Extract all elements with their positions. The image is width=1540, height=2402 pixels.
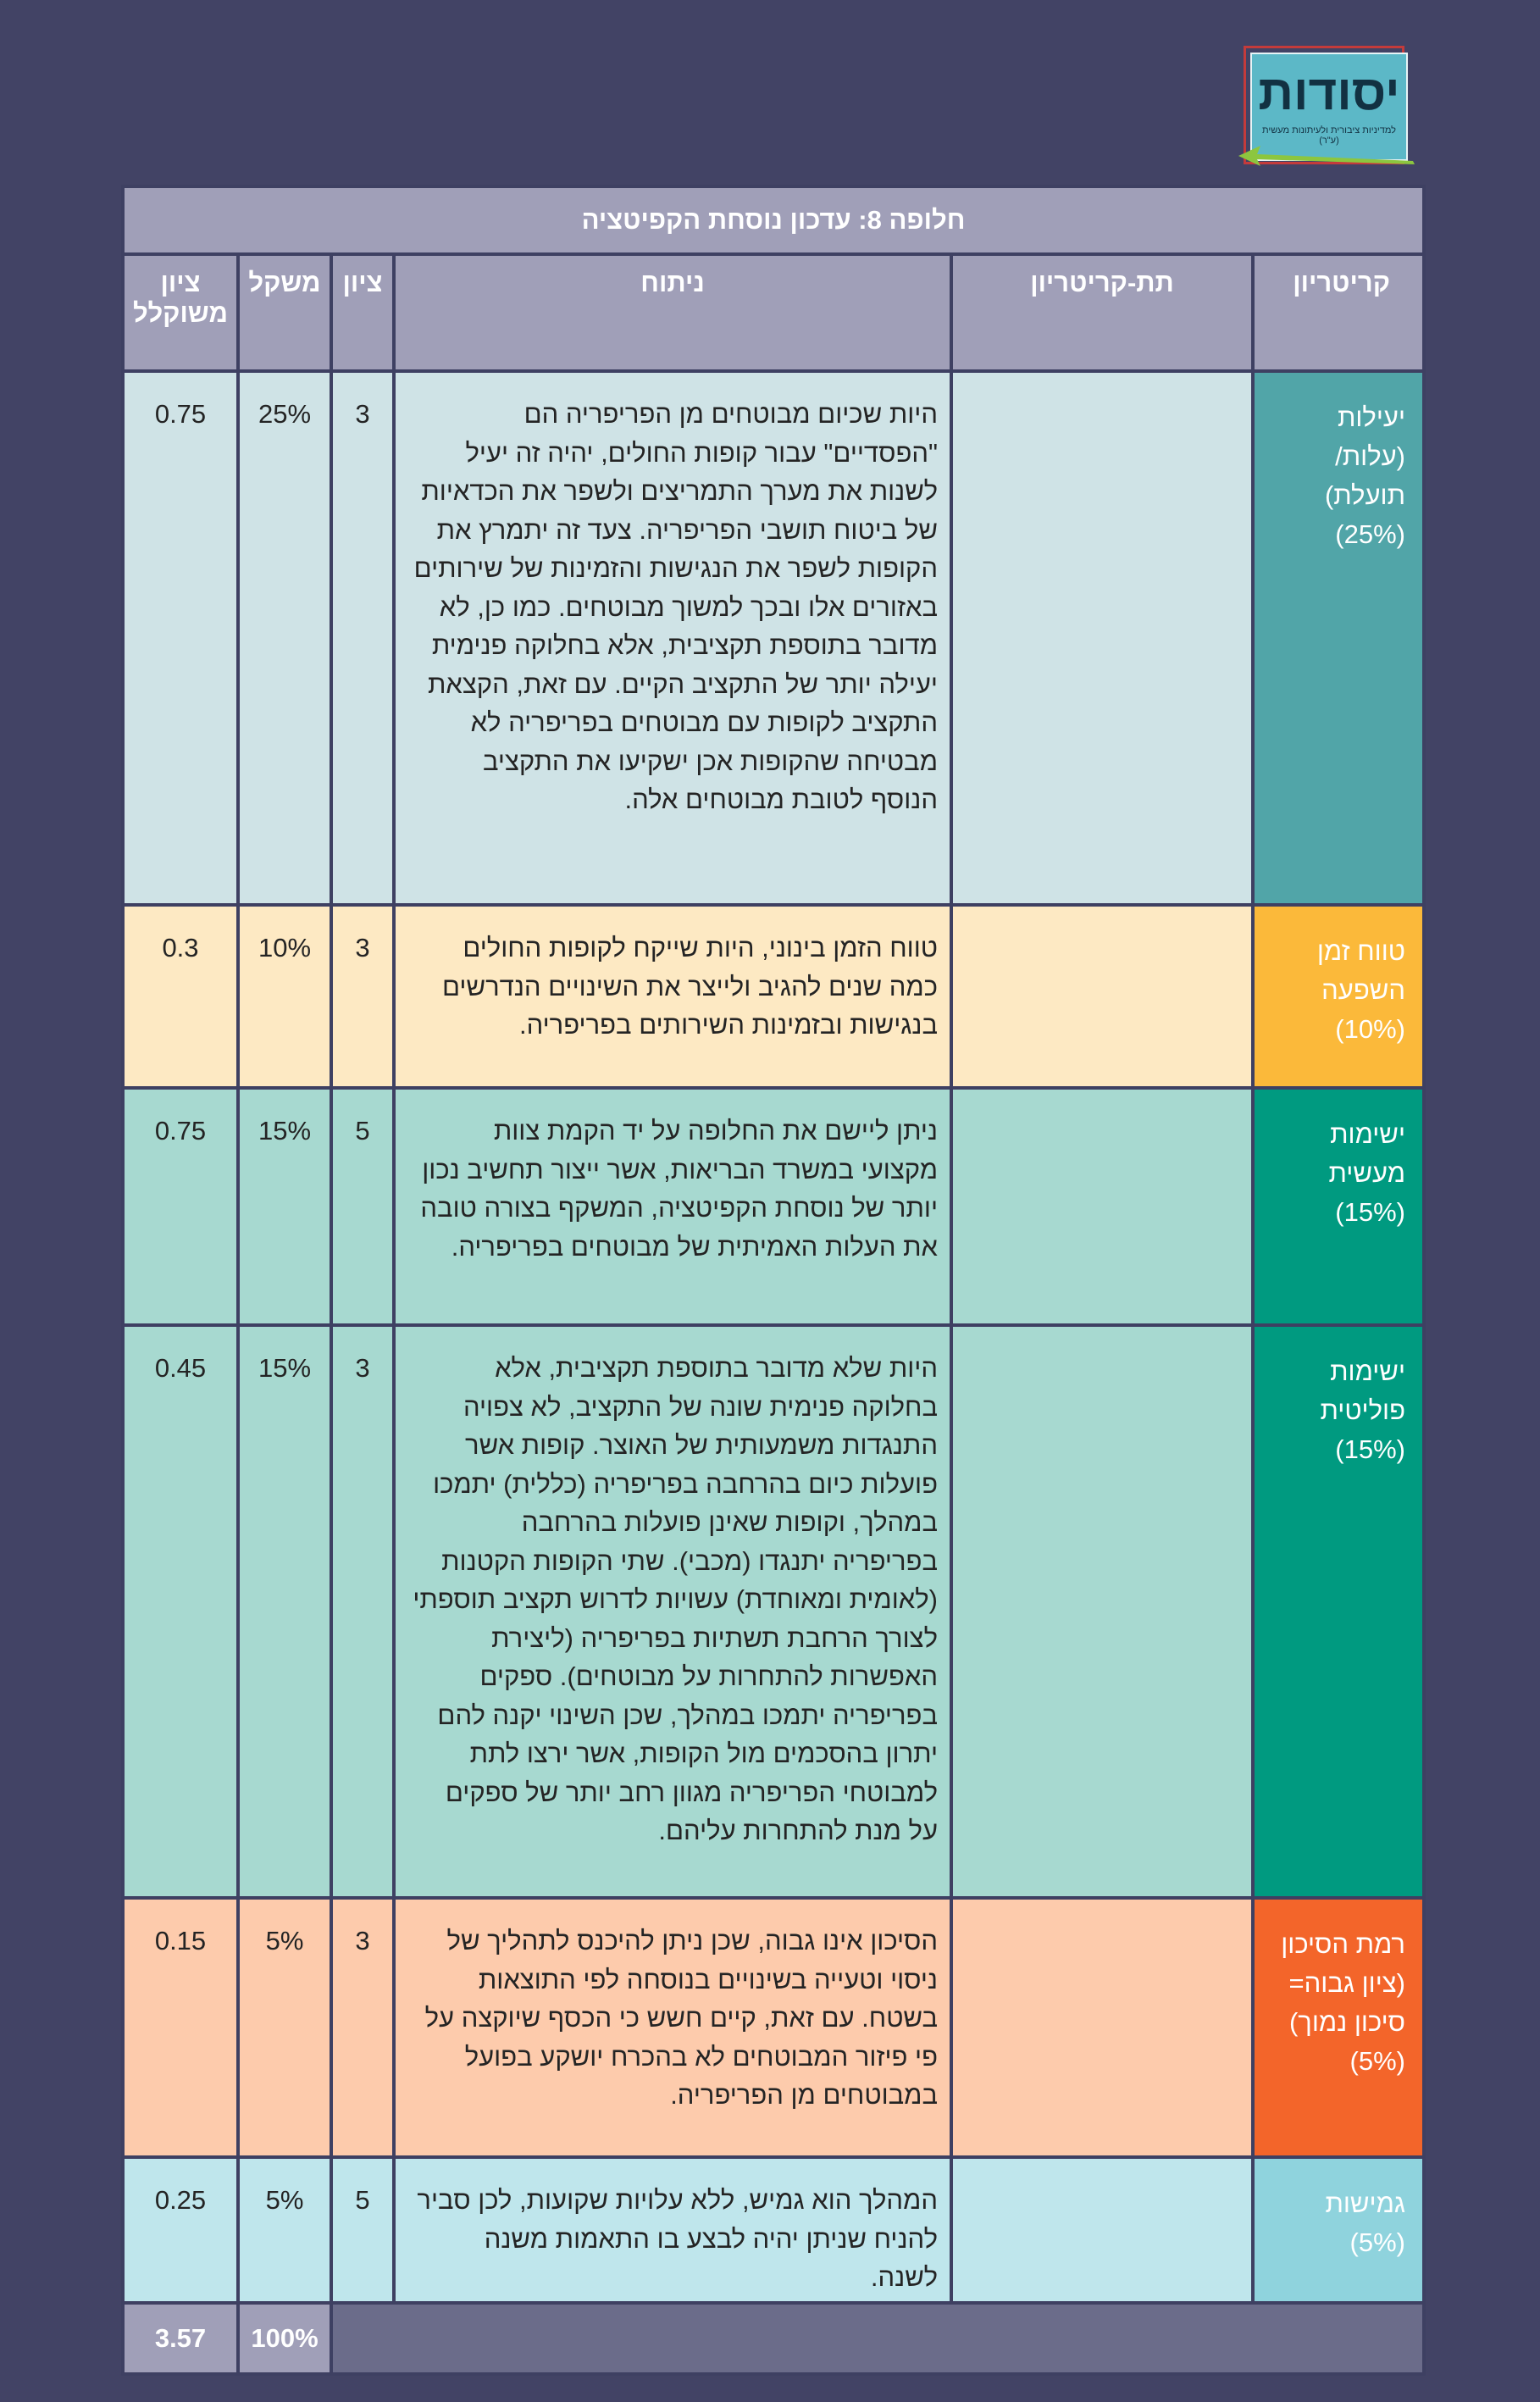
weighted-score-cell: 0.15 <box>121 1896 240 2159</box>
header-subcriterion: תת-קריטריון <box>950 252 1255 373</box>
weight-cell: 5% <box>236 1896 333 2159</box>
table-row: יעילות (עלות/ תועלת) (25%) היות שכיום מבו… <box>121 369 1426 907</box>
criterion-cell: טווח זמן השפעה (10%) <box>1251 903 1426 1090</box>
weighted-score-cell: 0.25 <box>121 2155 240 2305</box>
total-row: 100% 3.57 <box>121 2301 1426 2376</box>
weight-cell: 5% <box>236 2155 333 2305</box>
analysis-cell: היות שכיום מבוטחים מן הפריפריה הם "הפסדי… <box>392 369 953 907</box>
subcriterion-cell <box>950 369 1255 907</box>
analysis-cell: הסיכון אינו גבוה, שכן ניתן להיכנס לתהליך… <box>392 1896 953 2159</box>
score-cell: 3 <box>330 369 396 907</box>
analysis-cell: ניתן ליישם את החלופה על יד הקמת צוות מקצ… <box>392 1086 953 1327</box>
table-row: גמישות (5%) המהלך הוא גמיש, ללא עלויות שק… <box>121 2155 1426 2305</box>
criterion-cell: גמישות (5%) <box>1251 2155 1426 2305</box>
score-cell: 3 <box>330 1323 396 1900</box>
weight-cell: 15% <box>236 1323 333 1900</box>
header-criterion: קריטריון <box>1251 252 1426 373</box>
subcriterion-cell <box>950 903 1255 1090</box>
analysis-cell: טווח הזמן בינוני, היות שייקח לקופות החול… <box>392 903 953 1090</box>
subcriterion-cell <box>950 1086 1255 1327</box>
weight-cell: 15% <box>236 1086 333 1327</box>
table-title: חלופה 8: עדכון נוסחת הקפיטציה <box>121 185 1426 256</box>
criterion-cell: ישימות מעשית (15%) <box>1251 1086 1426 1327</box>
weighted-score-cell: 0.75 <box>121 369 240 907</box>
score-cell: 5 <box>330 2155 396 2305</box>
weight-cell: 10% <box>236 903 333 1090</box>
evaluation-table: חלופה 8: עדכון נוסחת הקפיטציה קריטריון ת… <box>121 185 1426 2376</box>
subcriterion-cell <box>950 1896 1255 2159</box>
subcriterion-cell <box>950 1323 1255 1900</box>
weighted-score-cell: 0.45 <box>121 1323 240 1900</box>
table-row: טווח זמן השפעה (10%) טווח הזמן בינוני, הי… <box>121 903 1426 1090</box>
table-row: רמת הסיכון (ציון גבוה= סיכון נמוך) (5%) ה… <box>121 1896 1426 2159</box>
header-weight: משקל <box>236 252 333 373</box>
table-row: ישימות פוליטית (15%) היות שלא מדובר בתוספ… <box>121 1323 1426 1900</box>
logo-title: יסודות <box>1258 65 1400 120</box>
criterion-cell: יעילות (עלות/ תועלת) (25%) <box>1251 369 1426 907</box>
weighted-score-cell: 0.3 <box>121 903 240 1090</box>
table-row: ישימות מעשית (15%) ניתן ליישם את החלופה ע… <box>121 1086 1426 1327</box>
analysis-cell: המהלך הוא גמיש, ללא עלויות שקועות, לכן ס… <box>392 2155 953 2305</box>
table-header-row: קריטריון תת-קריטריון ניתוח ציון משקל ציו… <box>121 252 1426 373</box>
header-weighted: ציון משוקלל <box>121 252 240 373</box>
table-title-row: חלופה 8: עדכון נוסחת הקפיטציה <box>121 185 1426 256</box>
logo-arrow-icon <box>1238 146 1415 166</box>
analysis-cell: היות שלא מדובר בתוספת תקציבית, אלא בחלוק… <box>392 1323 953 1900</box>
total-empty-cell <box>330 2301 1426 2376</box>
score-cell: 3 <box>330 1896 396 2159</box>
subcriterion-cell <box>950 2155 1255 2305</box>
criterion-cell: ישימות פוליטית (15%) <box>1251 1323 1426 1900</box>
total-weighted: 3.57 <box>121 2301 240 2376</box>
header-score: ציון <box>330 252 396 373</box>
criterion-cell: רמת הסיכון (ציון גבוה= סיכון נמוך) (5%) <box>1251 1896 1426 2159</box>
score-cell: 5 <box>330 1086 396 1327</box>
logo-subtitle: למדיניות ציבורית ולעיתונות מעשית (ע"ר) <box>1262 125 1396 146</box>
total-weight: 100% <box>236 2301 333 2376</box>
header-analysis: ניתוח <box>392 252 953 373</box>
logo: יסודות למדיניות ציבורית ולעיתונות מעשית … <box>1235 46 1421 173</box>
weight-cell: 25% <box>236 369 333 907</box>
score-cell: 3 <box>330 903 396 1090</box>
weighted-score-cell: 0.75 <box>121 1086 240 1327</box>
